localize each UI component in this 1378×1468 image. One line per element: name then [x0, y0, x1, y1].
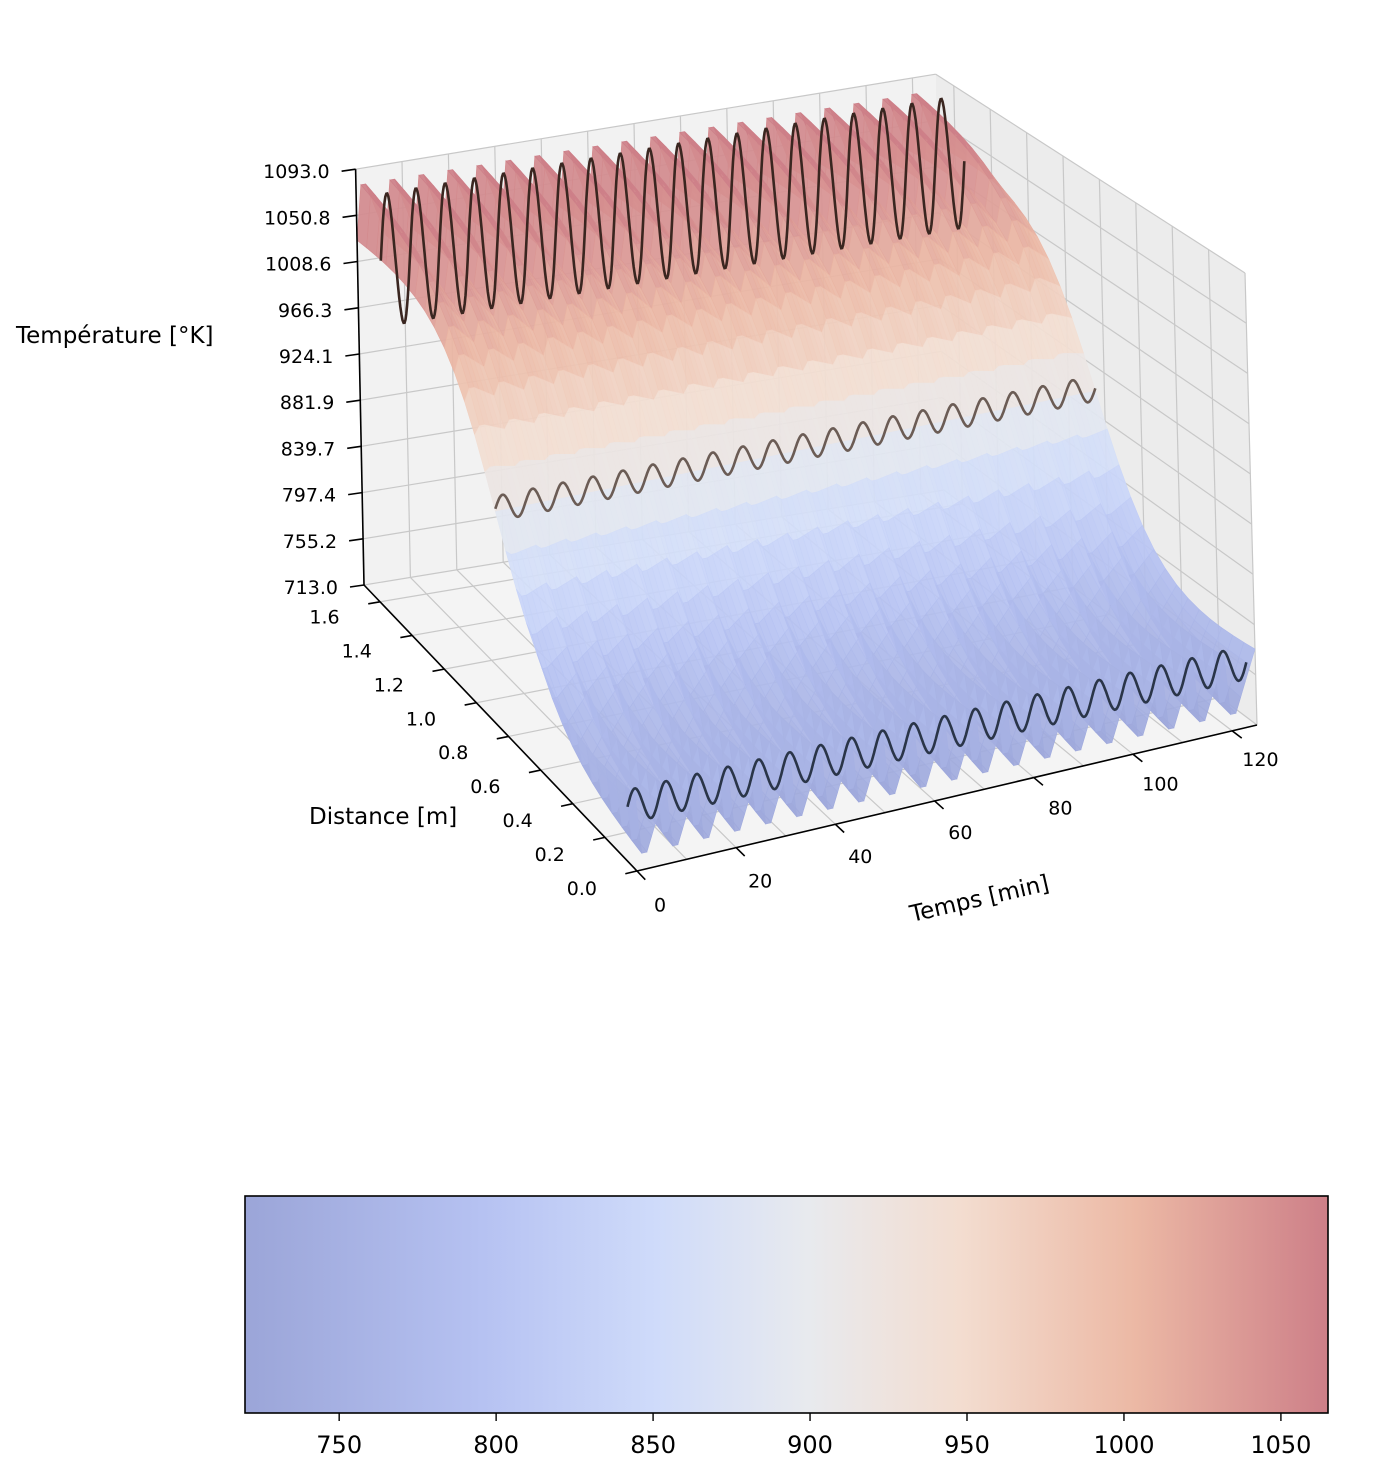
z-tick: [343, 260, 358, 265]
x-axis-line: [636, 724, 1258, 872]
colorbar-tick-label: 800: [473, 1431, 519, 1459]
y-tick: [528, 769, 541, 774]
y-tick: [625, 870, 638, 875]
z-tick-label: 755.2: [283, 531, 337, 553]
colorbar-tick-label: 750: [316, 1431, 362, 1459]
y-tick-label: 0.6: [470, 776, 500, 798]
colorbar-tick-label: 950: [944, 1431, 990, 1459]
x-tick-label: 100: [1142, 773, 1178, 795]
z-tick-label: 881.9: [280, 392, 334, 414]
colorbar-ticks: 750 800 850 900 950 1000 1050: [316, 1413, 1311, 1459]
x-tick: [834, 823, 845, 834]
z-tick-label: 966.3: [278, 300, 332, 322]
x-tick: [934, 800, 945, 810]
x-tick: [735, 847, 746, 857]
colorbar-tick-label: 850: [630, 1431, 676, 1459]
colorbar-tick-label: 1000: [1093, 1431, 1154, 1459]
y-tick-label: 0.8: [438, 742, 468, 764]
y-tick: [464, 701, 477, 706]
y-tick: [432, 668, 445, 673]
z-tick: [348, 491, 363, 496]
x-tick: [1033, 776, 1044, 786]
profile-lines: [379, 97, 1248, 820]
z-tick: [348, 538, 364, 542]
z-tick-label: 1093.0: [263, 161, 329, 183]
surface-patch: [1238, 641, 1256, 666]
z-tick: [349, 584, 365, 588]
grid-line: [1208, 249, 1221, 698]
x-tick-label: 120: [1242, 749, 1278, 771]
y-tick: [593, 836, 606, 841]
x-tick-label: 60: [948, 822, 972, 844]
z-tick: [347, 445, 362, 450]
z-tick: [346, 399, 361, 403]
x-tick: [1231, 730, 1243, 739]
temperature-surface: [356, 93, 1256, 855]
profile-line-1: [494, 378, 1097, 519]
y-tick: [496, 735, 509, 740]
y-tick-label: 1.6: [309, 607, 339, 629]
y-tick: [400, 634, 413, 639]
axes: [341, 168, 1258, 881]
z-tick-label: 1050.8: [264, 207, 330, 229]
z-tick: [342, 214, 357, 219]
grid-line: [355, 73, 936, 170]
z-tick-label: 839.7: [281, 438, 335, 460]
x-tick-label: 80: [1048, 798, 1072, 820]
y-axis-label: Distance [m]: [309, 804, 457, 830]
z-axis-line: [354, 169, 365, 586]
z-tick: [344, 307, 359, 311]
z-tick-label: 797.4: [282, 485, 336, 507]
colorbar-tick-label: 1050: [1250, 1431, 1311, 1459]
y-tick-label: 0.2: [535, 844, 565, 866]
z-tick-label: 713.0: [284, 577, 338, 599]
profile-line-2: [379, 97, 966, 325]
x-tick: [636, 870, 646, 881]
x-axis-label: Temps [min]: [907, 871, 1052, 928]
y-tick: [560, 802, 573, 808]
y-axis-line: [363, 584, 638, 872]
y-tick-label: 0.4: [502, 810, 532, 832]
surface-plot-3d: 0204060801001200.00.20.40.60.81.01.21.41…: [15, 73, 1279, 928]
grid-line: [936, 119, 1247, 324]
z-tick-label: 924.1: [279, 346, 333, 368]
y-tick-label: 0.0: [567, 878, 597, 900]
z-axis-label: Température [°K]: [15, 323, 214, 349]
x-tick: [1132, 753, 1143, 763]
x-tick-label: 0: [654, 895, 666, 917]
z-tick: [341, 168, 356, 172]
grid-line: [935, 73, 1246, 274]
y-tick: [368, 601, 381, 605]
y-tick-label: 1.2: [374, 674, 404, 696]
tick-labels: 0204060801001200.00.20.40.60.81.01.21.41…: [263, 161, 1278, 917]
profile-line-0: [626, 649, 1248, 820]
z-tick: [345, 353, 360, 357]
y-tick-label: 1.0: [406, 708, 436, 730]
z-tick-label: 1008.6: [265, 254, 331, 276]
colorbar: 750 800 850 900 950 1000 1050: [244, 1195, 1329, 1459]
x-tick-label: 40: [848, 846, 872, 868]
y-tick-label: 1.4: [342, 640, 372, 662]
x-tick-label: 20: [748, 871, 772, 893]
colorbar-tick-label: 900: [787, 1431, 833, 1459]
colorbar-gradient: [244, 1195, 1329, 1414]
